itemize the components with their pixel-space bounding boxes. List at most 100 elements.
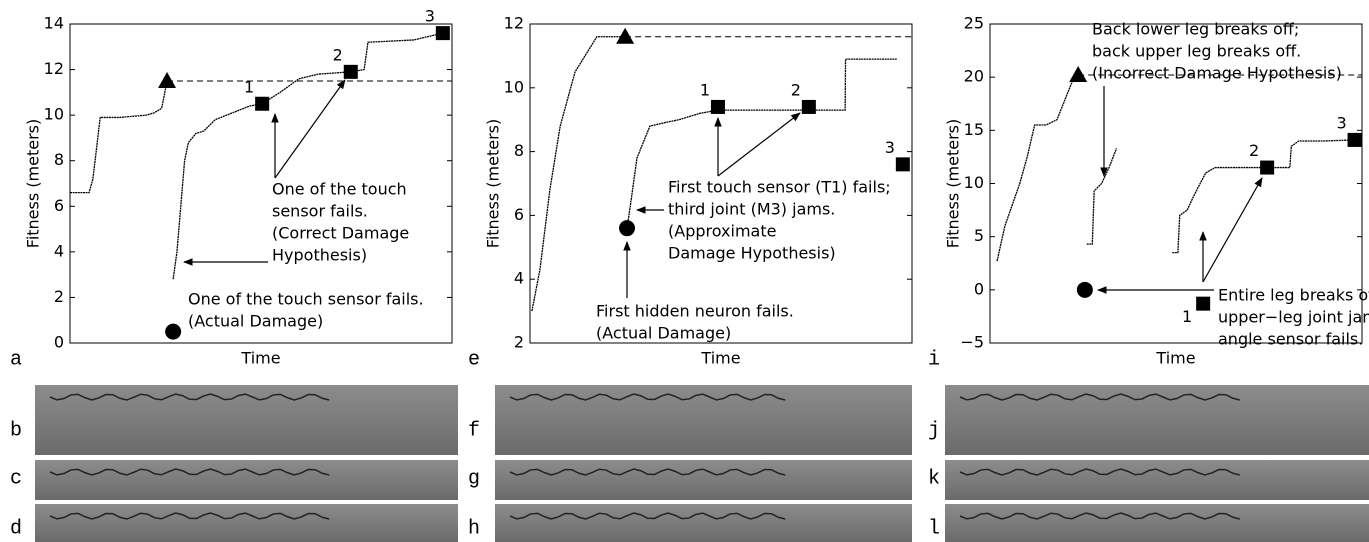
square-marker [801,99,816,114]
y-tick-label: −5 [960,333,984,352]
marker-label: 2 [333,45,343,64]
panel-letter: e [468,348,480,371]
annotation: (Actual Damage) [596,324,731,343]
annotation: One of the touch [272,180,407,199]
triangle-marker [616,27,635,44]
panel-letter: f [468,419,480,442]
panel-letter: c [10,467,22,490]
annotation-arrow [1202,177,1263,283]
robot-image [495,504,912,542]
y-tick-label: 2 [54,287,64,306]
marker-label: 1 [244,77,254,96]
square-marker [710,99,725,114]
robot-image [35,385,458,455]
panel-letter: k [928,467,940,490]
annotation: (Approximate [668,222,776,241]
fitness-line [1172,139,1355,254]
y-tick-label: 12 [44,59,64,78]
y-tick-label: 0 [974,279,984,298]
fitness-line [531,36,626,312]
annotation-arrow [717,112,801,177]
y-axis-label: Fitness (meters) [24,119,43,248]
y-tick-label: 10 [504,77,524,96]
annotation: First hidden neuron fails. [596,302,794,321]
annotation: (Incorrect Damage Hypothesis) [1092,64,1342,83]
x-axis-label: Time [240,349,280,368]
fitness-line [70,80,168,194]
fitness-line [1086,148,1118,245]
fitness-line [626,58,897,229]
y-tick-label: 4 [514,269,524,288]
y-tick-label: 8 [54,150,64,169]
panel-letter: h [468,517,480,540]
annotation-arrow [274,79,346,179]
robot-image [945,460,1369,500]
marker-label: 3 [425,7,435,26]
y-tick-label: 5 [974,226,984,245]
trajectory [509,468,786,476]
square-marker [895,157,910,172]
annotation: Damage Hypothesis) [668,244,836,263]
triangle-marker [1069,66,1088,83]
y-tick-label: 20 [964,67,984,86]
annotation: First touch sensor (T1) fails; [668,178,891,197]
robot-image [945,504,1369,542]
annotation: angle sensor fails. [1218,330,1363,349]
circle-marker [165,323,182,340]
fitness-line [996,74,1079,262]
marker-label: 3 [885,138,895,157]
x-axis-label: Time [700,349,740,368]
y-axis-label: Fitness (meters) [484,119,503,248]
annotation: (Correct Damage [272,224,409,243]
panel-letter: a [10,348,22,371]
robot-image [35,504,458,542]
marker-label: 3 [1336,113,1346,132]
square-marker [255,96,270,111]
annotation: upper−leg joint jams; [1218,308,1369,327]
trajectory [509,393,786,401]
trajectory [49,512,330,520]
annotation: sensor fails. [272,202,368,221]
circle-marker [619,220,636,237]
panel-letter: l [928,517,940,540]
annotation: (Actual Damage) [188,312,323,331]
trajectory [49,468,330,476]
y-tick-label: 4 [54,241,64,260]
annotation: Back lower leg breaks off; [1092,20,1299,39]
trajectory [49,393,330,401]
trajectory [959,468,1241,476]
panel-letter: i [928,348,940,371]
annotation: One of the touch sensor fails. [188,290,424,309]
panel-letter: j [928,419,940,442]
y-tick-label: 6 [54,196,64,215]
trajectory [959,512,1241,520]
square-marker [435,26,450,41]
panel-letter: d [10,517,22,540]
x-axis-label: Time [1155,349,1195,368]
y-tick-label: 8 [514,141,524,160]
y-tick-label: 6 [514,205,524,224]
y-tick-label: 14 [44,14,64,33]
square-marker [343,64,358,79]
robot-image [495,460,912,500]
square-marker [1260,160,1275,175]
triangle-marker [158,71,177,88]
y-tick-label: 12 [504,14,524,33]
fitness-line [172,32,443,280]
robot-image [495,385,912,455]
trajectory [509,512,786,520]
robot-image [35,460,458,500]
panel-letter: g [468,467,480,490]
marker-label: 1 [700,80,710,99]
annotation: Hypothesis) [272,246,367,265]
y-axis-label: Fitness (meters) [944,119,963,248]
annotation: back upper leg breaks off. [1092,42,1301,61]
y-tick-label: 10 [44,105,64,124]
marker-label: 2 [791,80,801,99]
plot-frame [529,23,913,344]
y-tick-label: 2 [514,333,524,352]
marker-label: 2 [1249,141,1259,160]
panel-letter: b [10,419,22,442]
circle-marker [1076,281,1093,298]
